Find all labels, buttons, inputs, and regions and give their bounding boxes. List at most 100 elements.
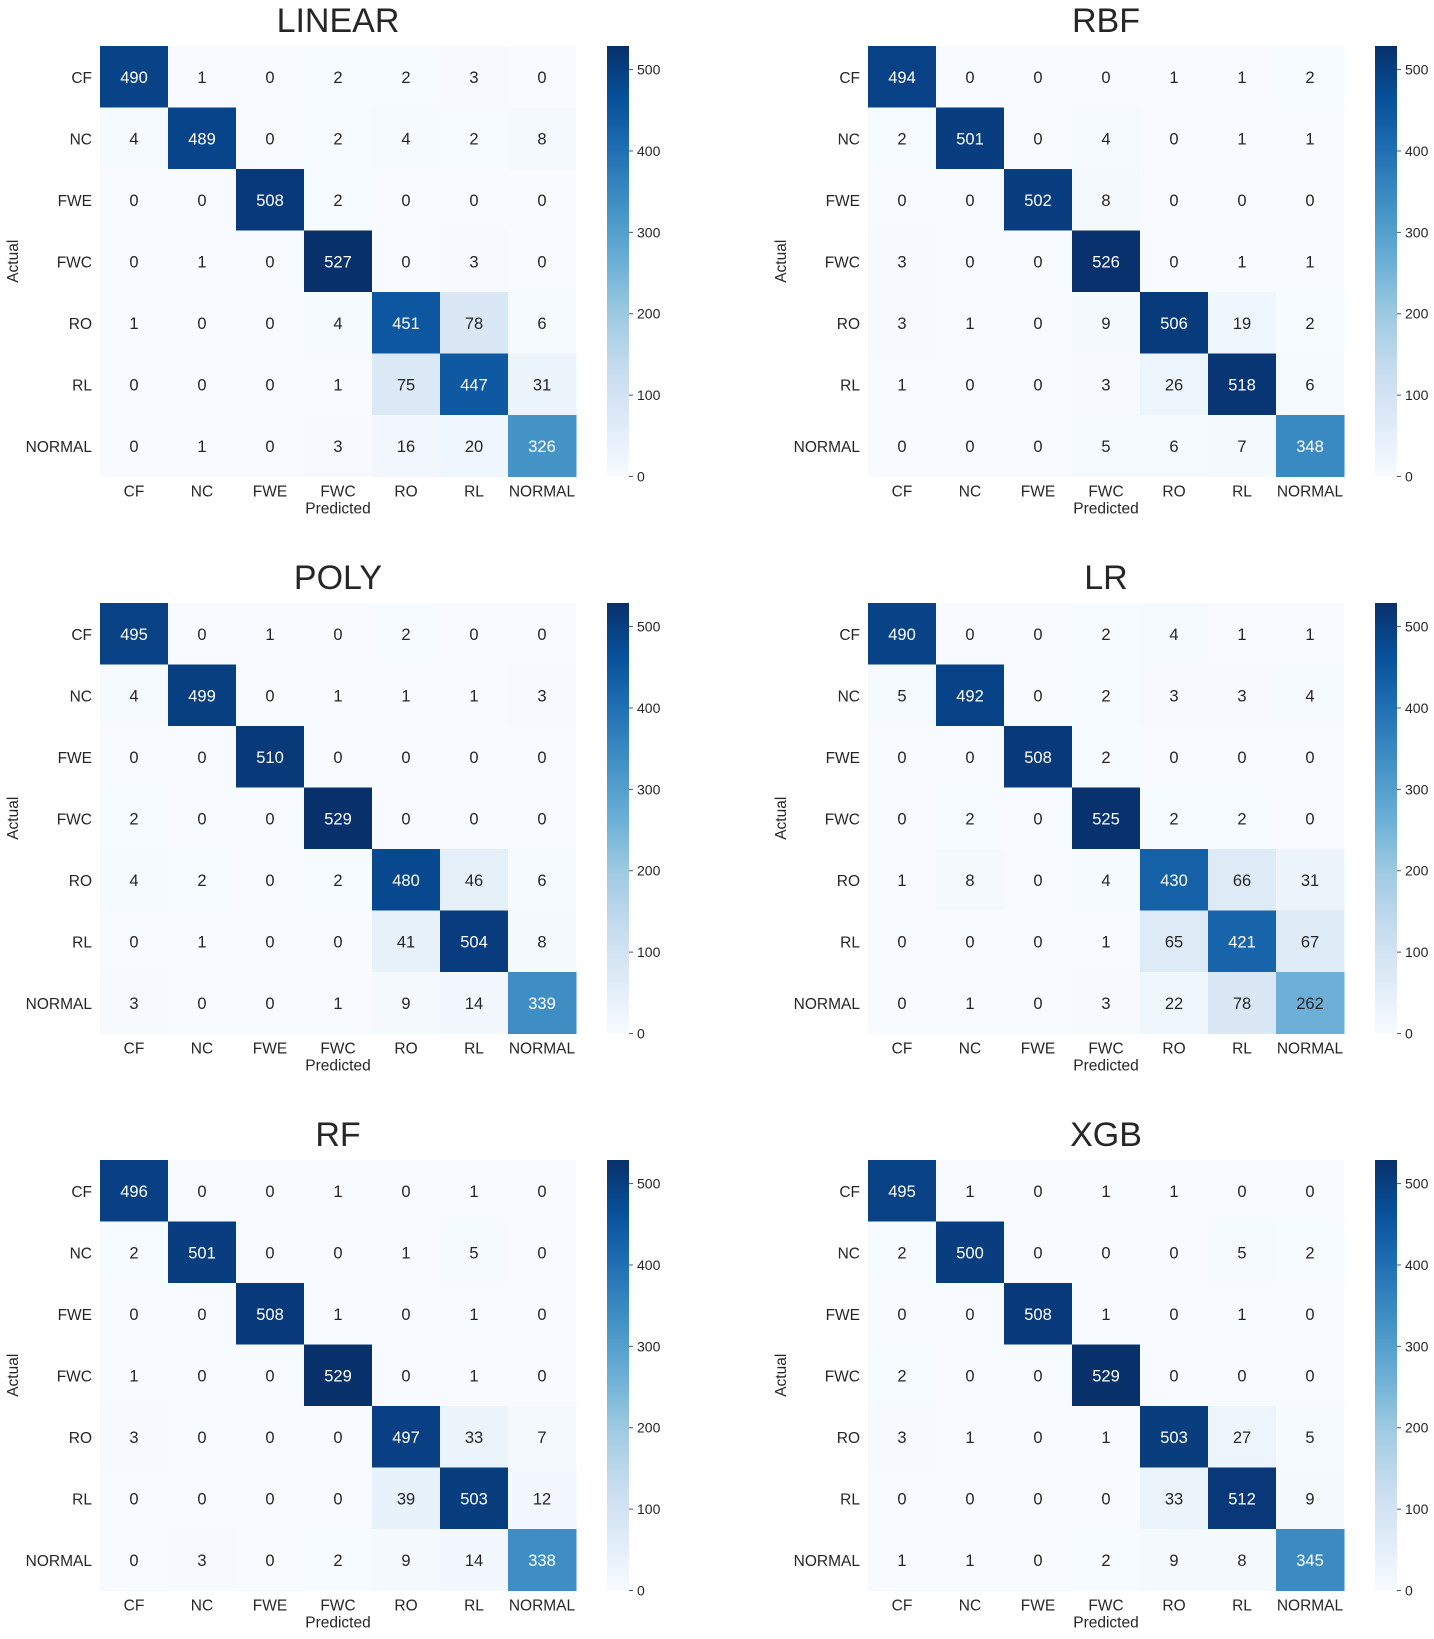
column-tick-label: NC xyxy=(191,484,213,501)
cell-value-label: 0 xyxy=(265,995,274,1013)
heatmap-cell xyxy=(1140,292,1209,354)
heatmap-cell xyxy=(304,1221,373,1284)
heatmap-cell xyxy=(1072,169,1141,231)
heatmap-cell xyxy=(440,415,509,477)
cell-value-label: 0 xyxy=(1305,192,1314,210)
heatmap-cell xyxy=(936,849,1005,911)
heatmap-cell xyxy=(936,1529,1005,1591)
heatmap-cell xyxy=(868,292,937,354)
cell-value-label: 4 xyxy=(401,130,410,148)
cell-value-label: 0 xyxy=(965,933,974,951)
cell-value-label: 490 xyxy=(888,626,916,644)
heatmap-cell xyxy=(508,230,577,293)
heatmap-cell xyxy=(1004,1406,1073,1468)
cell-value-label: 9 xyxy=(401,995,410,1013)
heatmap-cell xyxy=(508,1221,577,1284)
heatmap-cell xyxy=(1276,353,1345,416)
colorbar-tick-label: 200 xyxy=(1405,306,1429,322)
heatmap-cell xyxy=(372,230,441,293)
cell-value-label: 0 xyxy=(1033,69,1042,87)
y-axis-label: Actual xyxy=(5,797,22,840)
chart-title: LR xyxy=(1084,559,1127,597)
heatmap-cell xyxy=(1004,353,1073,416)
cell-value-label: 0 xyxy=(197,1429,206,1447)
cell-value-label: 2 xyxy=(897,1244,906,1262)
heatmap-cell xyxy=(1208,353,1277,416)
cell-value-label: 0 xyxy=(537,810,546,828)
cell-value-label: 499 xyxy=(188,687,216,705)
colorbar-tick-label: 300 xyxy=(637,781,661,797)
heatmap-cell xyxy=(304,1344,373,1407)
heatmap-cell xyxy=(440,169,509,231)
heatmap-cell xyxy=(168,230,237,293)
heatmap-cell xyxy=(372,1283,441,1345)
cell-value-label: 0 xyxy=(1169,192,1178,210)
cell-value-label: 1 xyxy=(965,1552,974,1570)
cell-value-label: 2 xyxy=(333,130,342,148)
cell-value-label: 5 xyxy=(1305,1429,1314,1447)
cell-value-label: 2 xyxy=(401,69,410,87)
column-tick-label: RL xyxy=(1232,1598,1252,1615)
heatmap-cell xyxy=(236,1283,305,1345)
heatmap-cell xyxy=(440,353,509,416)
cell-value-label: 3 xyxy=(129,995,138,1013)
cell-value-label: 492 xyxy=(956,687,984,705)
heatmap-cell xyxy=(936,107,1005,170)
heatmap-cell xyxy=(508,353,577,416)
heatmap-cell xyxy=(236,415,305,477)
heatmap-cell xyxy=(100,415,169,477)
column-tick-label: FWE xyxy=(253,484,287,501)
row-tick-label: CF xyxy=(71,70,92,87)
cell-value-label: 0 xyxy=(469,749,478,767)
cell-value-label: 0 xyxy=(1305,1183,1314,1201)
cell-value-label: 0 xyxy=(1033,1552,1042,1570)
colorbar-tick-label: 300 xyxy=(1405,224,1429,240)
row-tick-label: RO xyxy=(837,316,860,333)
column-tick-label: CF xyxy=(124,1041,145,1058)
cell-value-label: 0 xyxy=(265,130,274,148)
cell-value-label: 14 xyxy=(465,995,483,1013)
heatmap-cell xyxy=(1004,910,1073,973)
heatmap-cell xyxy=(1072,107,1141,170)
cell-value-label: 1 xyxy=(469,1183,478,1201)
cell-value-label: 1 xyxy=(197,69,206,87)
heatmap-cell xyxy=(1072,849,1141,911)
cell-value-label: 2 xyxy=(1305,1244,1314,1262)
cell-value-label: 2 xyxy=(1305,315,1314,333)
column-tick-label: RO xyxy=(1162,1598,1185,1615)
heatmap-cell xyxy=(168,415,237,477)
cell-value-label: 501 xyxy=(956,130,984,148)
cell-value-label: 0 xyxy=(129,1490,138,1508)
cell-value-label: 526 xyxy=(1092,253,1120,271)
cell-value-label: 1 xyxy=(965,1429,974,1447)
heatmap-cell xyxy=(868,1160,937,1222)
heatmap-cell xyxy=(168,849,237,911)
heatmap-cell xyxy=(100,230,169,293)
cell-value-label: 0 xyxy=(897,438,906,456)
cell-value-label: 75 xyxy=(397,376,415,394)
heatmap-cell xyxy=(168,1344,237,1407)
colorbar-tick-label: 300 xyxy=(1405,781,1429,797)
column-tick-label: FWC xyxy=(1088,1598,1123,1615)
column-tick-label: RL xyxy=(1232,484,1252,501)
row-tick-label: NORMAL xyxy=(794,1553,861,1570)
cell-value-label: 0 xyxy=(129,1306,138,1324)
cell-value-label: 2 xyxy=(1101,626,1110,644)
cell-value-label: 451 xyxy=(392,315,420,333)
cell-value-label: 2 xyxy=(197,872,206,890)
column-tick-label: RL xyxy=(464,1041,484,1058)
row-tick-label: CF xyxy=(71,627,92,644)
row-tick-label: RO xyxy=(837,1430,860,1447)
row-tick-label: RL xyxy=(72,377,92,394)
cell-value-label: 16 xyxy=(397,438,415,456)
heatmap-cell xyxy=(1140,849,1209,911)
row-tick-label: NC xyxy=(838,131,860,148)
colorbar-tick-label: 500 xyxy=(637,62,661,78)
heatmap-cell xyxy=(868,972,937,1034)
heatmap-cell xyxy=(372,1467,441,1530)
cell-value-label: 0 xyxy=(965,192,974,210)
column-tick-label: CF xyxy=(124,484,145,501)
heatmap-cell xyxy=(1072,972,1141,1034)
cell-value-label: 39 xyxy=(397,1490,415,1508)
heatmap-cell xyxy=(868,1467,937,1530)
